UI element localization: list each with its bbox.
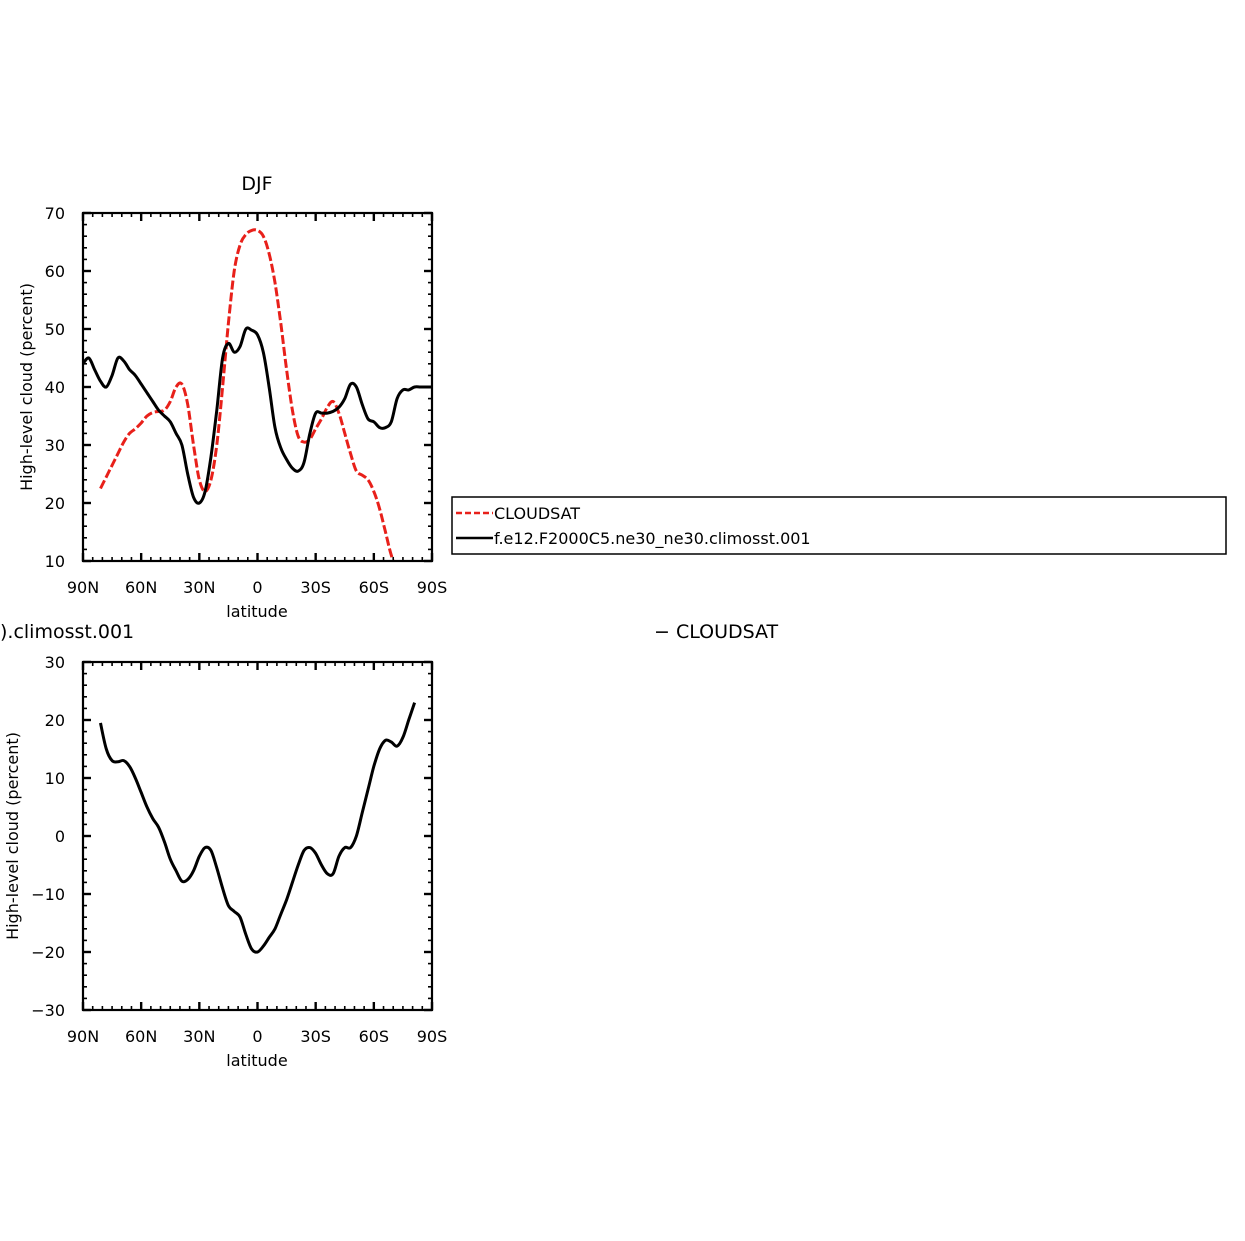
panel-djf-title: DJF (241, 173, 272, 195)
panel-diff-plot (99, 702, 417, 954)
panel-djf-xlabel: latitude (226, 602, 287, 621)
y-tick-label: −30 (31, 1001, 65, 1020)
panel-djf-ticks (81, 211, 434, 563)
y-tick-label: 50 (45, 320, 65, 339)
panel-diff-ticks (81, 660, 434, 1012)
y-tick-label: 20 (45, 711, 65, 730)
y-tick-label: −20 (31, 943, 65, 962)
y-tick-label: −10 (31, 885, 65, 904)
x-tick-label: 90S (417, 578, 448, 597)
y-tick-label: 20 (45, 494, 65, 513)
panel-djf-ylabel: High-level cloud (percent) (17, 283, 36, 491)
x-tick-label: 0 (252, 578, 262, 597)
y-tick-label: 10 (45, 769, 65, 788)
legend-label-model: f.e12.F2000C5.ne30_ne30.climosst.001 (494, 529, 811, 549)
panel-diff: ).climosst.001 − CLOUDSAT 90N 60N 30N 0 30S 6… (0, 621, 779, 1070)
panel-djf-series-0-line (99, 228, 395, 561)
panel-djf: DJF 90N 60N 30N 0 30S 60S 90S 10 20 30 40 50 60 70 l… (17, 173, 447, 621)
x-tick-label: 60S (359, 578, 390, 597)
x-tick-label: 90S (417, 1027, 448, 1046)
x-tick-label: 30N (183, 578, 215, 597)
panel-diff-frame (81, 660, 434, 1012)
legend-box (451, 496, 1227, 555)
legend: CLOUDSAT f.e12.F2000C5.ne30_ne30.climoss… (451, 496, 1227, 555)
y-tick-label: 10 (45, 552, 65, 571)
x-tick-label: 30N (183, 1027, 215, 1046)
panel-djf-x-tick-labels: 90N 60N 30N 0 30S 60S 90S (67, 578, 447, 597)
x-tick-label: 0 (252, 1027, 262, 1046)
panel-djf-series-1-line (83, 326, 432, 505)
panel-diff-right-title: − CLOUDSAT (654, 621, 779, 643)
panel-diff-y-tick-labels: −30 −20 −10 0 10 20 30 (31, 653, 65, 1020)
x-tick-label: 90N (67, 1027, 99, 1046)
y-tick-label: 60 (45, 262, 65, 281)
y-tick-label: 30 (45, 653, 65, 672)
y-tick-label: 70 (45, 204, 65, 223)
panel-diff-series-0-line (99, 702, 417, 954)
legend-label-cloudsat: CLOUDSAT (494, 504, 580, 523)
panel-diff-ylabel: High-level cloud (percent) (3, 732, 22, 940)
y-tick-label: 30 (45, 436, 65, 455)
x-tick-label: 30S (300, 1027, 331, 1046)
y-tick-label: 0 (55, 827, 65, 846)
x-tick-label: 60N (125, 1027, 157, 1046)
panel-djf-y-tick-labels: 10 20 30 40 50 60 70 (45, 204, 65, 571)
y-tick-label: 40 (45, 378, 65, 397)
x-tick-label: 60N (125, 578, 157, 597)
panel-diff-title: ).climosst.001 (0, 621, 134, 643)
panel-djf-plot (83, 228, 432, 561)
x-tick-label: 60S (359, 1027, 390, 1046)
x-tick-label: 90N (67, 578, 99, 597)
panel-diff-x-tick-labels: 90N 60N 30N 0 30S 60S 90S (67, 1027, 447, 1046)
x-tick-label: 30S (300, 578, 331, 597)
panel-diff-xlabel: latitude (226, 1051, 287, 1070)
